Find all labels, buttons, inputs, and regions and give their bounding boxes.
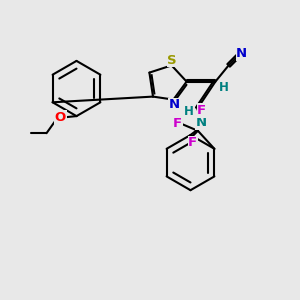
Text: F: F xyxy=(188,136,197,149)
Text: S: S xyxy=(167,53,177,67)
Text: F: F xyxy=(197,104,206,117)
Text: O: O xyxy=(55,111,66,124)
Text: H: H xyxy=(219,81,229,94)
Text: H: H xyxy=(184,105,194,118)
Text: N: N xyxy=(168,98,180,112)
Text: F: F xyxy=(173,117,182,130)
Text: N: N xyxy=(196,116,207,129)
Text: N: N xyxy=(236,47,248,60)
